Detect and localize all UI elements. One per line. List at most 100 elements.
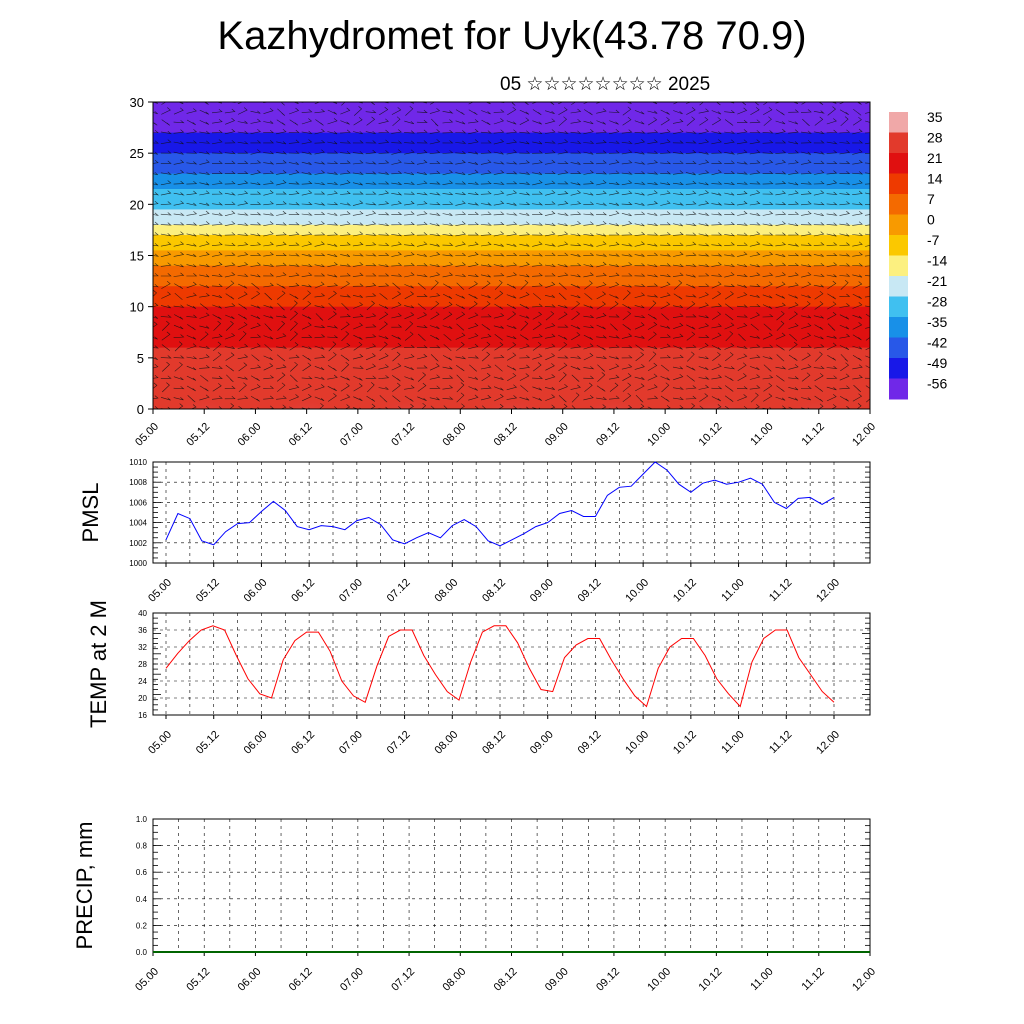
wind-barb — [557, 212, 569, 216]
wind-barb — [852, 393, 863, 402]
wind-barb — [763, 393, 773, 402]
wind-barb — [625, 404, 633, 409]
wind-barb — [186, 140, 198, 144]
wind-barb — [647, 345, 658, 350]
wind-barb — [571, 405, 576, 409]
wind-barb — [468, 119, 479, 124]
x-tick-label: 08.12 — [480, 577, 508, 605]
wind-barb — [827, 311, 837, 320]
wind-barb — [153, 151, 158, 155]
wind-barb — [173, 151, 184, 155]
x-tick-label: 11.00 — [719, 577, 746, 604]
wind-barb — [263, 150, 275, 155]
wind-barb — [725, 331, 734, 342]
wind-barb — [506, 252, 518, 256]
wind-barb — [864, 203, 870, 205]
wind-barb — [199, 251, 210, 257]
wind-barb — [340, 140, 351, 144]
wind-barb — [153, 290, 157, 297]
wind-barb — [519, 221, 530, 226]
wind-barb — [199, 233, 210, 237]
wind-barb — [277, 302, 285, 311]
wind-barb — [544, 243, 556, 247]
wind-barb — [365, 282, 377, 288]
wind-barb — [724, 212, 736, 216]
wind-barb — [544, 386, 555, 390]
wind-barb — [493, 129, 505, 134]
wind-barb — [429, 201, 441, 206]
wind-barb — [519, 141, 530, 145]
wind-barb — [153, 321, 158, 328]
wind-barb — [250, 343, 261, 350]
colorbar-label: 7 — [927, 191, 935, 207]
wind-barb — [685, 172, 696, 176]
wind-barb — [852, 322, 863, 330]
wind-barb — [429, 160, 441, 164]
wind-barb — [724, 192, 735, 196]
wind-barb — [212, 261, 223, 268]
wind-barb — [544, 159, 556, 165]
wind-barb — [826, 274, 837, 278]
wind-barb — [250, 395, 260, 402]
wind-barb — [570, 161, 581, 165]
wind-barb — [199, 312, 210, 319]
wind-barb — [634, 305, 645, 309]
wind-barb — [814, 301, 824, 310]
wind-barb — [608, 140, 620, 144]
wind-barb — [596, 344, 606, 351]
wind-barb — [647, 243, 658, 247]
wind-barb — [263, 212, 275, 216]
wind-barb — [647, 395, 659, 400]
wind-barb — [341, 102, 346, 106]
wind-barb — [153, 363, 159, 369]
wind-barb — [762, 170, 774, 174]
wind-barb — [224, 140, 236, 144]
wind-barb — [391, 262, 403, 267]
wind-barb — [532, 272, 543, 277]
wind-barb — [532, 321, 542, 331]
wind-barb — [532, 241, 543, 247]
wind-barb — [532, 179, 543, 186]
wind-barb — [429, 181, 441, 185]
wind-barb — [353, 117, 363, 126]
wind-barb — [263, 395, 274, 400]
wind-barb — [340, 179, 351, 186]
wind-barb — [429, 251, 441, 257]
wind-barb — [814, 373, 824, 382]
wind-barb — [571, 392, 580, 403]
wind-barb — [173, 324, 184, 330]
wind-barb — [340, 190, 351, 195]
wind-barb — [724, 342, 735, 350]
wind-barb — [224, 221, 236, 226]
x-tick-label: 06.12 — [287, 421, 315, 449]
x-tick-label: 10.00 — [623, 729, 651, 757]
wind-barb — [826, 150, 838, 154]
wind-barb — [544, 150, 556, 154]
wind-barb — [455, 120, 466, 125]
wind-barb — [622, 116, 632, 126]
wind-barb — [800, 253, 812, 257]
wind-barb — [800, 170, 812, 175]
wind-barb — [775, 120, 786, 125]
wind-barb — [698, 223, 709, 227]
wind-barb — [429, 233, 441, 237]
wind-barb — [685, 252, 697, 257]
wind-barb — [583, 243, 594, 247]
wind-barb — [660, 129, 671, 134]
wind-barb — [443, 311, 453, 320]
wind-barb — [443, 405, 448, 409]
wind-barb — [621, 355, 633, 359]
wind-barb — [442, 180, 454, 185]
wind-barb — [251, 282, 260, 290]
wind-barb — [250, 169, 261, 176]
x-tick-label: 05.12 — [194, 729, 222, 757]
wind-barb — [187, 395, 196, 403]
wind-barb — [429, 192, 441, 196]
y-tick-label: 30 — [130, 95, 144, 110]
wind-barb — [224, 232, 236, 236]
chart-subtitle: 05 ☆☆☆☆☆☆☆☆ 2025 — [500, 74, 711, 95]
wind-barb — [864, 377, 870, 379]
wind-barb — [186, 233, 197, 237]
wind-barb — [685, 274, 696, 278]
colorbar-label: 21 — [927, 150, 943, 166]
